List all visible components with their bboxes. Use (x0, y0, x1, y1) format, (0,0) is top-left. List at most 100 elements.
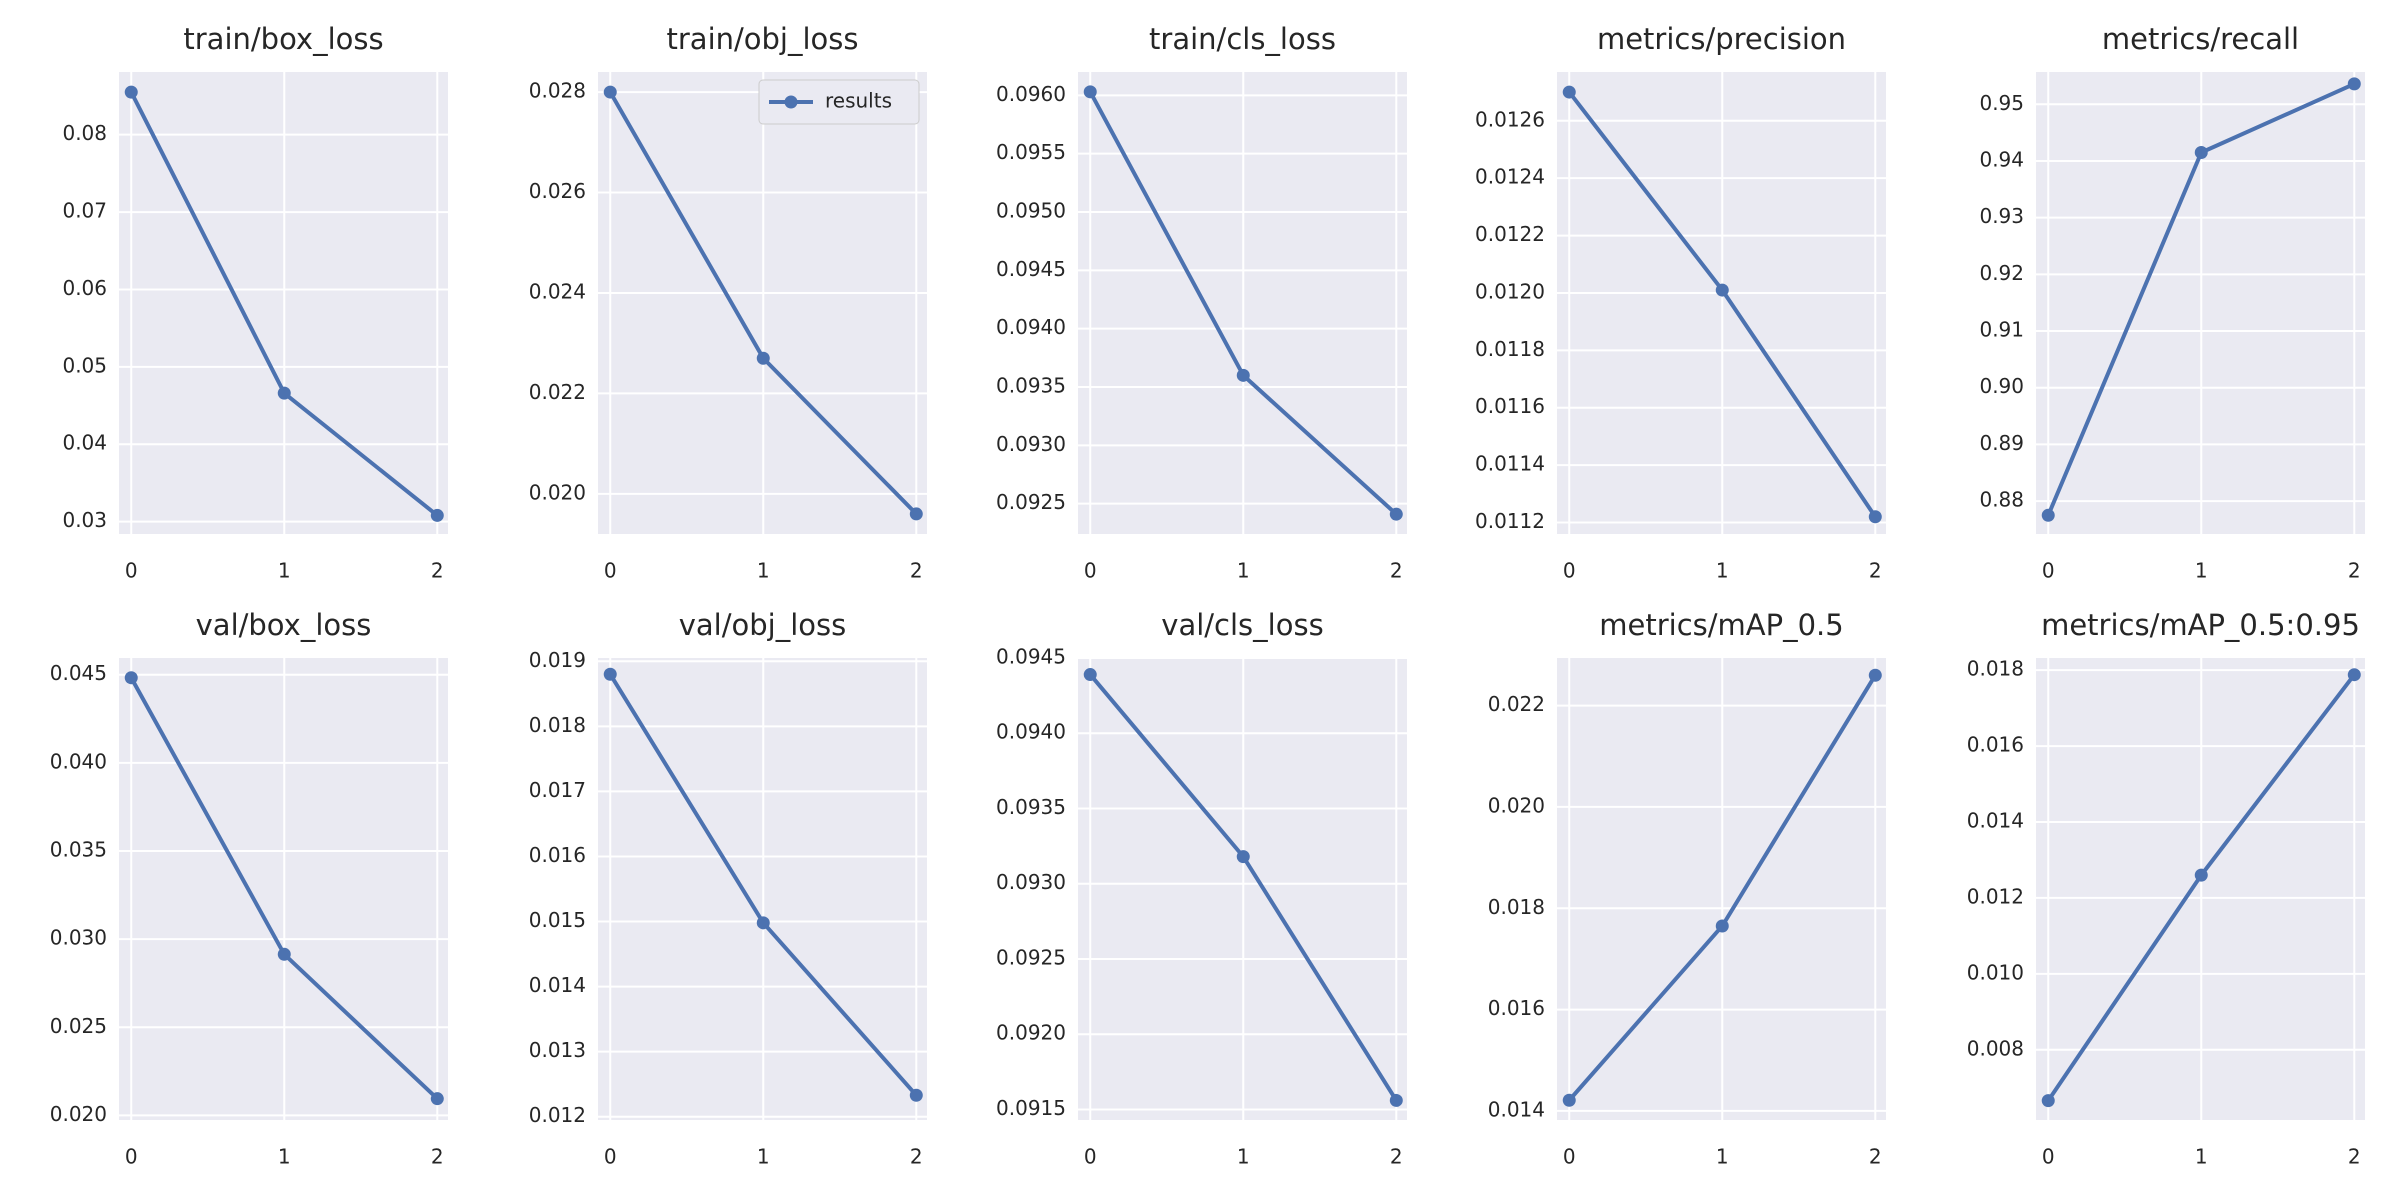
y-tick-label: 0.018 (1967, 657, 2024, 681)
y-tick-label: 0.92 (1979, 261, 2024, 285)
y-tick-label: 0.0915 (996, 1096, 1066, 1120)
point (603, 85, 617, 99)
y-tick-label: 0.0960 (996, 82, 1066, 106)
y-tick-label: 0.0945 (996, 257, 1066, 281)
y-tick-label: 0.040 (50, 749, 107, 773)
legend: results (758, 79, 920, 125)
x-tick-label: 0 (2042, 559, 2055, 583)
y-tick-label: 0.026 (529, 179, 586, 203)
x-tick-label: 1 (2195, 559, 2208, 583)
point (1715, 919, 1729, 933)
y-tick-label: 0.0112 (1475, 509, 1545, 533)
y-tick-label: 0.016 (529, 843, 586, 867)
chart-title: metrics/precision (1597, 22, 1846, 56)
point (1868, 510, 1882, 524)
y-tick-label: 0.030 (50, 926, 107, 950)
y-tick-label: 0.014 (1967, 808, 2024, 832)
y-tick-label: 0.0940 (996, 315, 1066, 339)
x-tick-label: 0 (604, 559, 617, 583)
y-tick-label: 0.0122 (1475, 222, 1545, 246)
x-tick-label: 2 (910, 1145, 923, 1169)
point (756, 351, 770, 365)
chart-title: metrics/mAP_0.5:0.95 (2041, 608, 2360, 642)
point (277, 386, 291, 400)
y-tick-label: 0.0950 (996, 199, 1066, 223)
x-tick-label: 0 (125, 1145, 138, 1169)
point (1562, 1093, 1576, 1107)
point (1083, 85, 1097, 99)
y-tick-label: 0.014 (529, 973, 586, 997)
point (2347, 77, 2361, 91)
y-tick-label: 0.0925 (996, 490, 1066, 514)
y-tick-label: 0.93 (1979, 204, 2024, 228)
y-tick-label: 0.0945 (996, 645, 1066, 669)
point (1389, 507, 1403, 521)
point (2194, 868, 2208, 882)
y-tick-label: 0.020 (50, 1102, 107, 1126)
x-tick-label: 1 (2195, 1145, 2208, 1169)
point (430, 1092, 444, 1106)
y-tick-label: 0.0930 (996, 432, 1066, 456)
y-tick-label: 0.0114 (1475, 452, 1545, 476)
chart-title: val/cls_loss (1161, 608, 1323, 642)
x-tick-label: 2 (2348, 1145, 2361, 1169)
y-tick-label: 0.03 (62, 508, 107, 532)
chart-title: val/box_loss (196, 608, 372, 642)
y-tick-label: 0.008 (1967, 1036, 2024, 1060)
y-tick-label: 0.022 (1488, 692, 1545, 716)
point (756, 916, 770, 930)
y-tick-label: 0.90 (1979, 374, 2024, 398)
point (2347, 668, 2361, 682)
point (1868, 668, 1882, 682)
y-tick-label: 0.05 (62, 353, 107, 377)
y-tick-label: 0.0120 (1475, 279, 1545, 303)
y-tick-label: 0.015 (529, 908, 586, 932)
point (909, 507, 923, 521)
y-tick-label: 0.0925 (996, 945, 1066, 969)
x-tick-label: 0 (1563, 1145, 1576, 1169)
y-tick-label: 0.017 (529, 778, 586, 802)
y-tick-label: 0.016 (1488, 996, 1545, 1020)
point (2041, 508, 2055, 522)
y-tick-label: 0.0920 (996, 1021, 1066, 1045)
x-tick-label: 0 (604, 1145, 617, 1169)
point (1715, 283, 1729, 297)
y-tick-label: 0.94 (1979, 147, 2024, 171)
y-tick-label: 0.028 (529, 79, 586, 103)
y-tick-label: 0.045 (50, 661, 107, 685)
y-tick-label: 0.022 (529, 380, 586, 404)
x-tick-label: 1 (278, 1145, 291, 1169)
x-tick-label: 2 (910, 559, 923, 583)
y-tick-label: 0.019 (529, 648, 586, 672)
y-tick-label: 0.07 (62, 199, 107, 223)
y-tick-label: 0.06 (62, 276, 107, 300)
chart-title: metrics/recall (2102, 22, 2299, 56)
point (1389, 1093, 1403, 1107)
point (1083, 668, 1097, 682)
x-tick-label: 0 (1563, 559, 1576, 583)
x-tick-label: 2 (1390, 1145, 1403, 1169)
y-tick-label: 0.0935 (996, 374, 1066, 398)
x-tick-label: 1 (1237, 1145, 1250, 1169)
y-tick-label: 0.035 (50, 838, 107, 862)
x-tick-label: 2 (1869, 1145, 1882, 1169)
y-tick-label: 0.025 (50, 1014, 107, 1038)
y-tick-label: 0.010 (1967, 960, 2024, 984)
y-tick-label: 0.0126 (1475, 107, 1545, 131)
x-tick-label: 2 (1869, 559, 1882, 583)
x-tick-label: 1 (1716, 559, 1729, 583)
y-tick-label: 0.04 (62, 431, 107, 455)
point (2041, 1094, 2055, 1108)
point (124, 671, 138, 685)
x-tick-label: 0 (1084, 559, 1097, 583)
y-tick-label: 0.020 (1488, 793, 1545, 817)
x-tick-label: 2 (2348, 559, 2361, 583)
y-tick-label: 0.08 (62, 121, 107, 145)
point (909, 1088, 923, 1102)
y-tick-label: 0.014 (1488, 1097, 1545, 1121)
y-tick-label: 0.95 (1979, 91, 2024, 115)
y-tick-label: 0.0930 (996, 870, 1066, 894)
y-tick-label: 0.018 (529, 713, 586, 737)
y-tick-label: 0.013 (529, 1038, 586, 1062)
